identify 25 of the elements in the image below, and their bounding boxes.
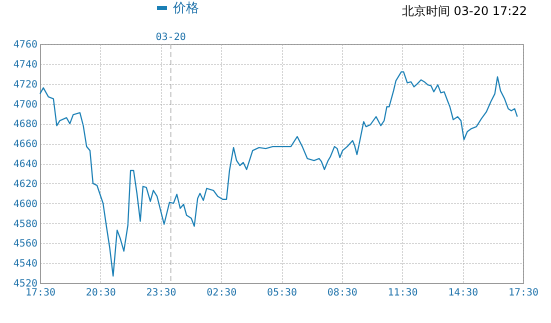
y-tick-label: 4640 (13, 159, 38, 170)
y-tick-label: 4720 (13, 79, 38, 90)
text: 北京时间 03-20 17:22 (402, 4, 527, 18)
x-tick-label: 05:30 (266, 288, 298, 298)
x-tick-label: 08:30 (327, 288, 358, 298)
x-tick-label: 23:30 (146, 288, 176, 298)
y-tick-label: 4760 (13, 40, 38, 50)
y-tick-label: 4680 (13, 119, 38, 130)
y-tick-label: 4620 (13, 178, 38, 190)
x-tick-label: 02:30 (206, 288, 237, 298)
x-tick-label: 20:30 (86, 288, 116, 298)
y-tick-label: 4660 (13, 139, 38, 150)
x-tick-label: 14:30 (448, 288, 478, 298)
x-tick-label: 11:30 (388, 288, 418, 298)
y-tick-label: 4560 (13, 238, 38, 250)
legend-label: 价格 (172, 1, 199, 16)
y-tick-label: 4700 (13, 99, 38, 110)
y-tick-label: 4600 (13, 198, 38, 210)
y-tick-label: 4580 (13, 218, 38, 230)
y-tick-label: 4540 (13, 258, 38, 270)
ref-line-label: 03-20 (156, 32, 186, 43)
y-tick-label: 4740 (13, 59, 38, 70)
x-tick-label: 17:30 (508, 288, 539, 298)
x-tick-label: 17:30 (25, 288, 56, 298)
y-tick-label: 4520 (13, 278, 38, 290)
